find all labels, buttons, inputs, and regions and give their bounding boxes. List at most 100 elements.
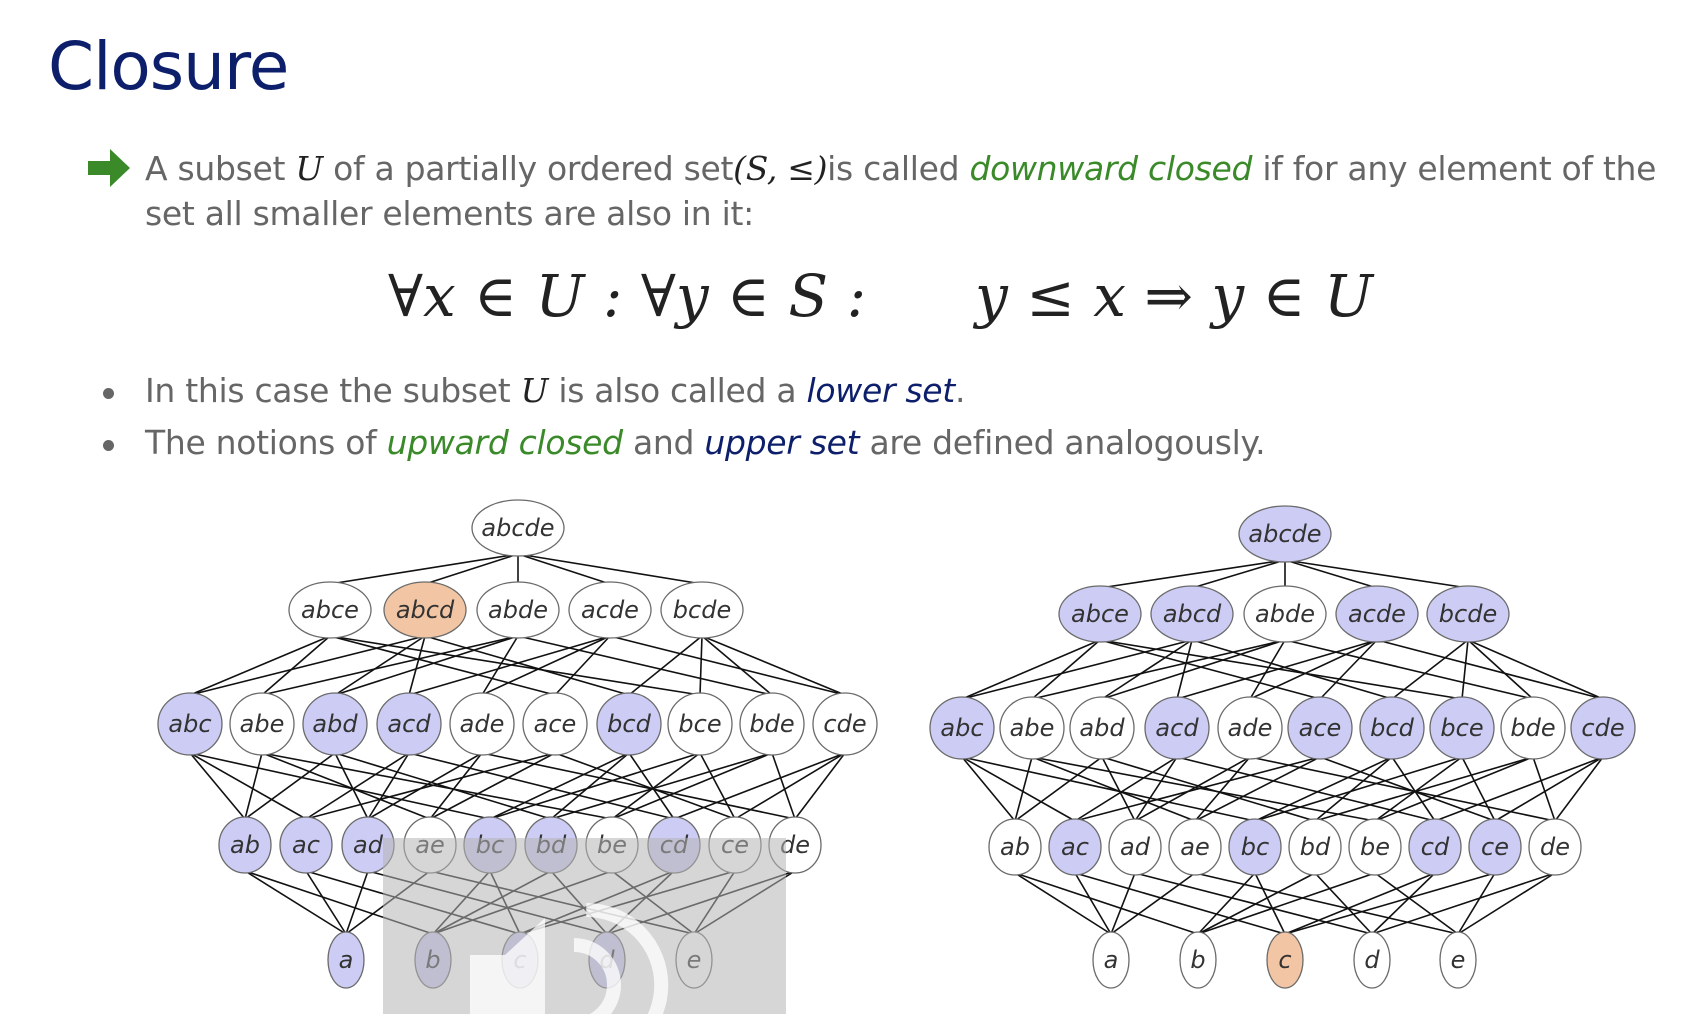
lattice-edge [424, 553, 519, 585]
slide-title: Closure [48, 28, 289, 105]
lattice-edge [305, 870, 347, 935]
lattice-node-ace: ace [522, 692, 588, 756]
lattice-edge [517, 635, 773, 696]
lattice-node-a: a [327, 931, 365, 989]
lattice-edge [1191, 639, 1393, 700]
lattice-node-label: ad [1120, 833, 1151, 861]
lattice-node-label: ce [1481, 833, 1509, 861]
lattice-node-label: ace [1299, 714, 1342, 742]
lattice-edge [1134, 756, 1178, 822]
lattice-edge [1457, 872, 1496, 935]
lattice-node-label: abe [1010, 714, 1055, 742]
lattice-edge [1249, 639, 1378, 700]
lattice-edge [244, 870, 347, 935]
lattice-edge [734, 752, 846, 820]
lattice-edge [609, 635, 846, 696]
lattice-node-label: abcde [1248, 520, 1321, 548]
lattice-node-bcd: bcd [596, 692, 662, 756]
lattice-node-acde: acde [1335, 585, 1419, 643]
lattice-node-label: abce [301, 596, 359, 624]
bullet-lower-set: In this case the subset U is also called… [145, 371, 966, 410]
lattice-node-de: de [1528, 818, 1582, 876]
lattice-edge [1074, 872, 1112, 935]
lattice-node-label: abcd [396, 596, 455, 624]
lattice-node-label: bce [678, 710, 721, 738]
term-upper-set: upper set [704, 423, 860, 462]
lattice-edge [1099, 639, 1463, 700]
lattice-edge [611, 752, 701, 820]
lattice-node-label: abce [1071, 600, 1129, 628]
lattice-node-label: bce [1440, 714, 1483, 742]
lattice-node-abcde: abcde [1238, 505, 1332, 563]
lattice-edge [1319, 639, 1378, 700]
lattice-edge [1467, 639, 1534, 700]
lattice-node-label: bc [1241, 833, 1269, 861]
lattice-edge [261, 752, 431, 820]
lattice-edge [189, 635, 426, 696]
lattice-edge [517, 553, 611, 585]
term-lower-set: lower set [806, 371, 956, 410]
lattice-node-ae: ae [1168, 818, 1222, 876]
arrow-right-icon [88, 149, 130, 187]
sound-wave-icon [573, 938, 621, 1014]
lattice-edge [1197, 872, 1256, 935]
lattice-edge [1314, 872, 1373, 935]
lattice-node-label: ab [1000, 833, 1030, 861]
lattice-edge [550, 752, 773, 820]
lattice-node-ce: ce [1468, 818, 1522, 876]
lattice-edge [1284, 872, 1436, 935]
lattice-edge [1197, 872, 1376, 935]
lattice-edge [429, 752, 483, 820]
lattice-edge [1194, 872, 1459, 935]
lattice-edge [1014, 872, 1112, 935]
lattice-node-abcd: abcd [383, 581, 467, 639]
lattice-edge [1194, 756, 1321, 822]
lattice-edge [1284, 639, 1534, 700]
lattice-node-label: abc [168, 710, 211, 738]
lattice-edge [1110, 872, 1196, 935]
term-downward-closed: downward closed [969, 149, 1253, 188]
lattice-edge [1101, 639, 1193, 700]
lattice-edge [1099, 559, 1286, 589]
lattice-node-label: de [1540, 833, 1570, 861]
lattice-edge [628, 752, 675, 820]
lattice-edge [1461, 756, 1496, 822]
lattice-edge [701, 635, 773, 696]
lattice-edge [334, 635, 519, 696]
lattice-node-abcd: abcd [1150, 585, 1234, 643]
lattice-node-a: a [1092, 931, 1130, 989]
lattice-node-bce: bce [667, 692, 733, 756]
lattice-node-bcd: bcd [1359, 696, 1425, 760]
lattice-edge [1284, 559, 1469, 589]
lattice-node-abce: abce [1058, 585, 1142, 643]
bullet-dot [103, 388, 114, 399]
lattice-node-label: bcde [1439, 600, 1497, 628]
lattice-edge [1249, 639, 1286, 700]
lattice-edge [1194, 756, 1251, 822]
lattice-node-label: ade [460, 710, 505, 738]
lattice-node-abde: abde [1243, 585, 1327, 643]
lattice-node-bde: bde [1500, 696, 1566, 760]
lattice-node-label: ac [292, 831, 320, 859]
lattice-edge [1371, 872, 1556, 935]
lattice-node-label: cde [823, 710, 866, 738]
lattice-node-ab: ab [218, 816, 272, 874]
lattice-node-label: cd [1421, 833, 1450, 861]
lattice-edge [554, 752, 736, 820]
lattice-node-be: be [1348, 818, 1402, 876]
lattice-node-label: abde [488, 596, 548, 624]
lattice-edge [1031, 639, 1101, 700]
lattice-node-label: abc [940, 714, 983, 742]
lattice-edge [794, 752, 846, 820]
lattice-node-label: ace [534, 710, 577, 738]
lattice-edge [1197, 872, 1316, 935]
speaker-icon [470, 918, 545, 1014]
lattice-edge [1314, 756, 1534, 822]
formula-left: ∀x ∈ U : ∀y ∈ S : [388, 262, 867, 330]
lattice-edge [244, 752, 336, 820]
lattice-edge [1031, 639, 1286, 700]
lattice-edge [1457, 872, 1556, 935]
lattice-node-label: abcd [1163, 600, 1222, 628]
lattice-node-abc: abc [157, 692, 223, 756]
sound-wave-icon [586, 903, 669, 1014]
